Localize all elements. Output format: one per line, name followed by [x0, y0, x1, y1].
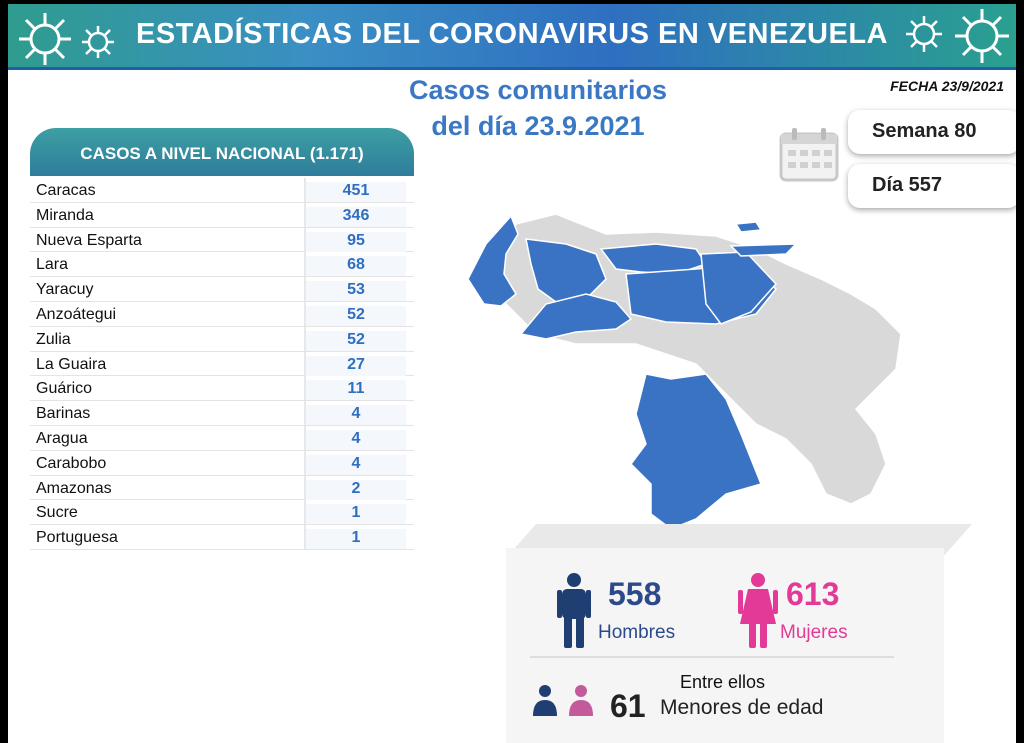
case-count: 53: [306, 281, 406, 302]
case-count: 11: [306, 380, 406, 401]
table-row: Aragua 4: [30, 425, 414, 451]
table-row: Portuguesa 1: [30, 525, 414, 550]
stats-divider: [530, 656, 894, 658]
men-label: Hombres: [598, 622, 676, 643]
state-name: Guárico: [36, 380, 93, 398]
men-count: 558: [608, 576, 662, 612]
state-name: Barinas: [36, 405, 91, 423]
case-count: 95: [306, 231, 406, 252]
map-state-barinas: [519, 293, 633, 340]
case-count: 27: [306, 355, 406, 376]
state-name: Miranda: [36, 206, 94, 224]
case-count: 346: [306, 206, 406, 227]
table-row: Carabobo 4: [30, 450, 414, 476]
column-separator: [304, 525, 306, 550]
table-row: Miranda 346: [30, 202, 414, 228]
child-icon: [530, 684, 560, 721]
table-row: Yaracuy 53: [30, 277, 414, 302]
state-name: La Guaira: [36, 355, 107, 373]
case-count: 1: [306, 529, 406, 550]
column-separator: [304, 301, 306, 326]
case-count: 1: [306, 504, 406, 525]
case-count: 4: [306, 429, 406, 450]
virus-icon: [952, 6, 1012, 66]
stats-panel: 558 Hombres 613 Mujeres Entre ellos: [506, 548, 944, 743]
case-count: 52: [306, 305, 406, 326]
table-row: Caracas 451: [30, 178, 414, 203]
table-row: Sucre 1: [30, 500, 414, 526]
infographic: ESTADÍSTICAS DEL CORONAVIRUS EN VENEZUEL…: [8, 4, 1016, 743]
table-row: Guárico 11: [30, 376, 414, 402]
table-title: CASOS A NIVEL NACIONAL (1.171): [30, 128, 414, 176]
table-row: Anzoátegui 52: [30, 301, 414, 327]
date-label: FECHA 23/9/2021: [890, 78, 1004, 94]
week-badge: Semana 80: [848, 110, 1016, 154]
state-name: Zulia: [36, 330, 71, 348]
column-separator: [304, 401, 306, 426]
virus-icon: [904, 14, 944, 54]
map-state-nueva-esparta: [734, 221, 763, 233]
state-name: Amazonas: [36, 479, 112, 497]
minors-label: Menores de edad: [660, 696, 824, 719]
state-name: Sucre: [36, 504, 78, 522]
column-separator: [304, 376, 306, 401]
table-row: La Guaira 27: [30, 351, 414, 377]
child-icon: [566, 684, 596, 721]
column-separator: [304, 326, 306, 351]
venezuela-map: [456, 194, 916, 534]
state-name: Portuguesa: [36, 529, 118, 547]
women-count: 613: [786, 576, 840, 612]
subtitle-line-1: Casos comunitarios: [408, 75, 668, 105]
column-separator: [304, 425, 306, 450]
column-separator: [304, 450, 306, 475]
table-row: Barinas 4: [30, 401, 414, 426]
man-icon: [556, 572, 592, 653]
column-separator: [304, 252, 306, 277]
column-separator: [304, 227, 306, 252]
map-state-amazonas: [630, 373, 763, 530]
case-count: 2: [306, 479, 406, 500]
case-count: 52: [306, 330, 406, 351]
state-name: Lara: [36, 256, 69, 274]
state-name: Caracas: [36, 182, 96, 199]
women-label: Mujeres: [780, 622, 848, 643]
state-name: Anzoátegui: [36, 305, 117, 323]
state-name: Nueva Esparta: [36, 231, 142, 249]
subtitle: Casos comunitarios del día 23.9.2021: [348, 72, 728, 144]
column-separator: [304, 475, 306, 500]
case-count: 4: [306, 454, 406, 475]
table-row: Nueva Esparta 95: [30, 227, 414, 253]
map-state-zulia: [467, 214, 519, 307]
column-separator: [304, 178, 306, 202]
header-banner: ESTADÍSTICAS DEL CORONAVIRUS EN VENEZUEL…: [8, 4, 1016, 70]
state-name: Yaracuy: [36, 281, 94, 299]
state-name: Aragua: [36, 429, 88, 447]
column-separator: [304, 351, 306, 376]
woman-icon: [738, 572, 778, 653]
minors-count: 61: [610, 688, 646, 724]
column-separator: [304, 500, 306, 525]
virus-icon: [16, 10, 74, 68]
between-label: Entre ellos: [680, 672, 766, 692]
case-count: 451: [306, 182, 406, 202]
column-separator: [304, 277, 306, 302]
virus-icon: [80, 24, 116, 60]
state-name: Carabobo: [36, 454, 107, 472]
day-badge: Día 557: [848, 164, 1016, 208]
map-state-sucre: [729, 243, 798, 257]
column-separator: [304, 202, 306, 227]
subtitle-line-2: del día 23.9.2021: [431, 111, 645, 141]
table-row: Zulia 52: [30, 326, 414, 352]
page-title: ESTADÍSTICAS DEL CORONAVIRUS EN VENEZUEL…: [135, 18, 888, 50]
table-row: Amazonas 2: [30, 475, 414, 501]
table-row: Lara 68: [30, 252, 414, 278]
calendar-icon: [778, 126, 840, 184]
cases-table: Caracas 451 Miranda 346 Nueva Esparta 95 Lara 6…: [30, 178, 414, 550]
case-count: 68: [306, 256, 406, 277]
case-count: 4: [306, 405, 406, 426]
